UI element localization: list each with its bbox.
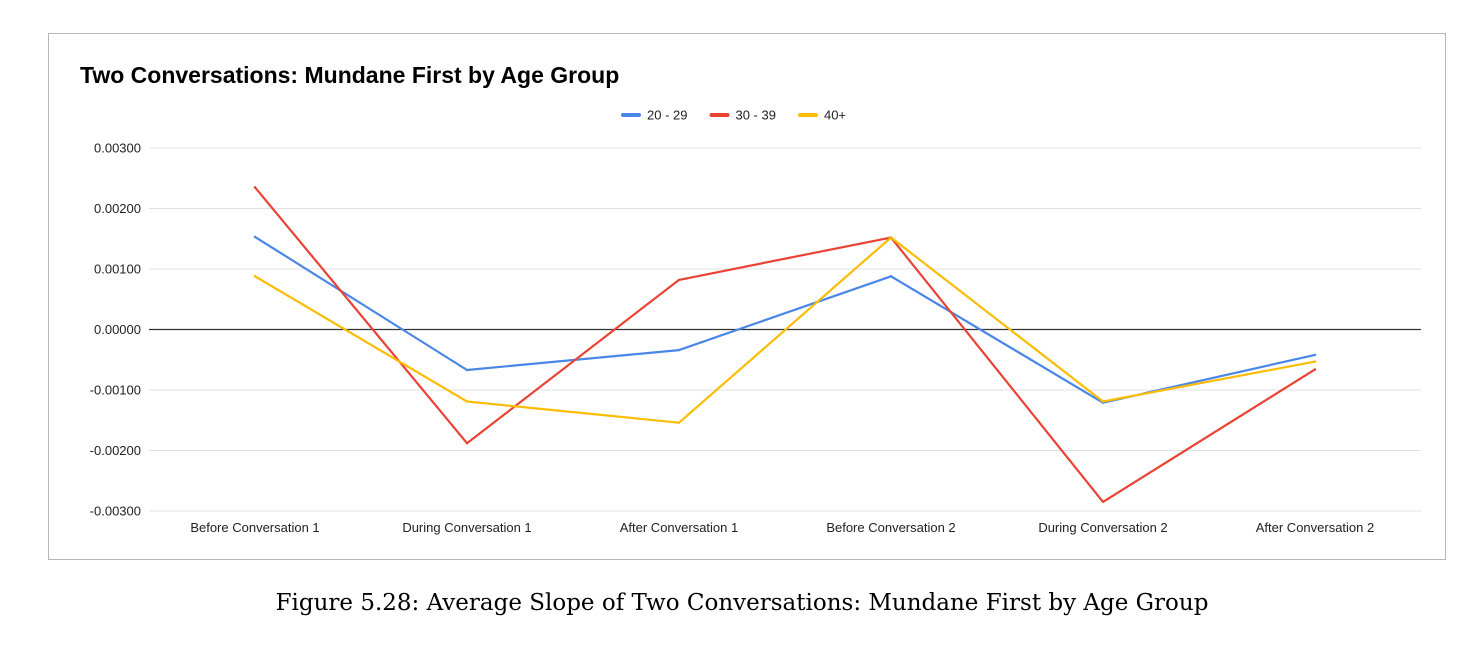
data-point (677, 348, 681, 352)
grid-lines (149, 147, 1421, 512)
x-tick-label: After Conversation 1 (620, 520, 739, 535)
data-point (253, 235, 257, 239)
data-point (465, 400, 469, 403)
chart-frame: Two Conversations: Mundane First by Age … (48, 33, 1446, 560)
data-point (1101, 400, 1105, 403)
x-tick-label: Before Conversation 2 (826, 520, 955, 535)
y-tick-label: 0.00000 (94, 322, 141, 337)
data-point (677, 278, 681, 282)
data-point (889, 275, 893, 278)
y-axis-ticks: 0.00300 0.00200 0.00100 0.00000 -0.00100 -0.0… (90, 141, 141, 519)
data-point (1101, 500, 1105, 504)
x-tick-label: During Conversation 1 (402, 520, 531, 535)
data-point (253, 186, 257, 189)
x-tick-label: After Conversation 2 (1256, 520, 1375, 535)
data-point (465, 368, 469, 372)
data-point (889, 236, 893, 239)
y-tick-label: 0.00100 (94, 262, 141, 277)
data-point (1313, 360, 1317, 363)
series-line (253, 236, 1317, 424)
data-point (253, 275, 257, 278)
y-tick-label: -0.00100 (90, 383, 141, 398)
legend-label: 30 - 39 (735, 108, 775, 123)
legend: 20 - 29 30 - 39 40+ (621, 108, 846, 123)
legend-label: 20 - 29 (647, 108, 687, 123)
data-point (1313, 353, 1317, 357)
data-point (677, 421, 681, 424)
x-tick-label: During Conversation 2 (1038, 520, 1167, 535)
series-lines (253, 186, 1317, 504)
chart-title: Two Conversations: Mundane First by Age … (80, 62, 619, 88)
data-point (465, 442, 469, 445)
y-tick-label: 0.00300 (94, 141, 141, 156)
x-axis-ticks: Before Conversation 1 During Conversation… (190, 520, 1374, 535)
figure-caption: Figure 5.28: Average Slope of Two Conver… (275, 590, 1209, 616)
y-tick-label: -0.00200 (90, 443, 141, 458)
data-point (1313, 368, 1317, 371)
y-tick-label: -0.00300 (90, 504, 141, 519)
series-line (253, 186, 1317, 503)
legend-label: 40+ (824, 108, 846, 123)
line-chart: Two Conversations: Mundane First by Age … (80, 62, 1421, 535)
x-tick-label: Before Conversation 1 (190, 520, 319, 535)
y-tick-label: 0.00200 (94, 201, 141, 216)
